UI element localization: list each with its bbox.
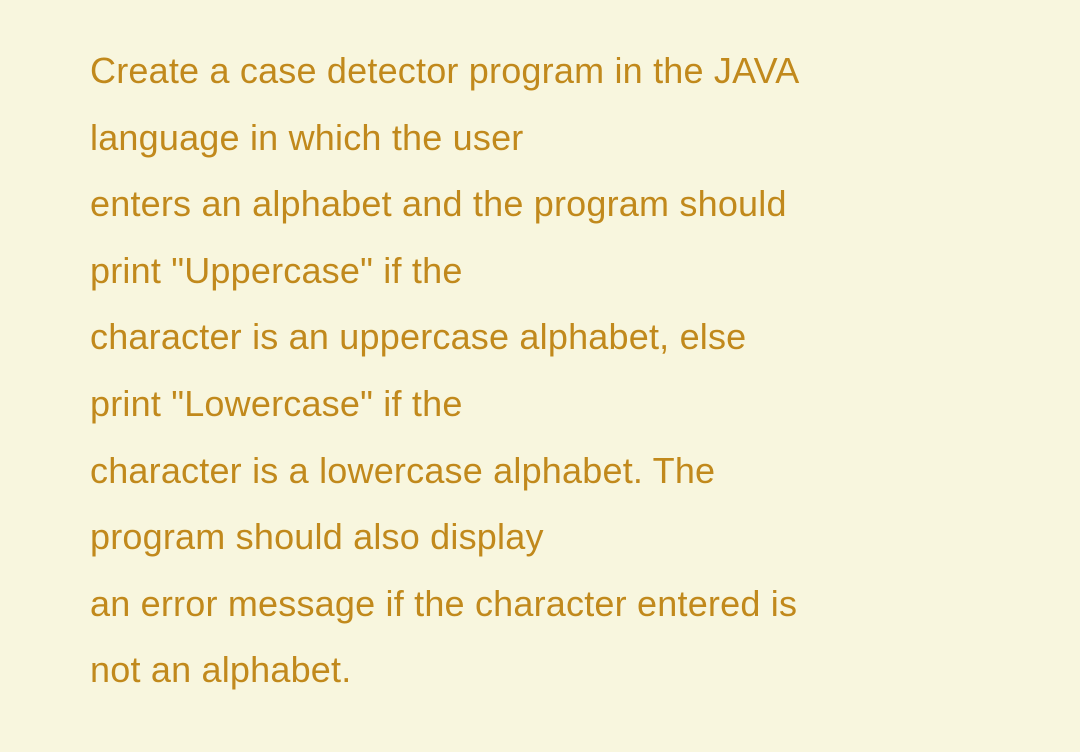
text-line-8: program should also display	[90, 504, 990, 571]
text-line-4: print "Uppercase" if the	[90, 238, 990, 305]
text-line-6: print "Lowercase" if the	[90, 371, 990, 438]
text-line-5: character is an uppercase alphabet, else	[90, 304, 990, 371]
text-line-9: an error message if the character entere…	[90, 571, 990, 638]
text-line-1: Create a case detector program in the JA…	[90, 38, 990, 105]
text-line-10: not an alphabet.	[90, 637, 990, 704]
text-line-2: language in which the user	[90, 105, 990, 172]
text-line-3: enters an alphabet and the program shoul…	[90, 171, 990, 238]
text-line-7: character is a lowercase alphabet. The	[90, 438, 990, 505]
text-block: Create a case detector program in the JA…	[0, 0, 1080, 744]
